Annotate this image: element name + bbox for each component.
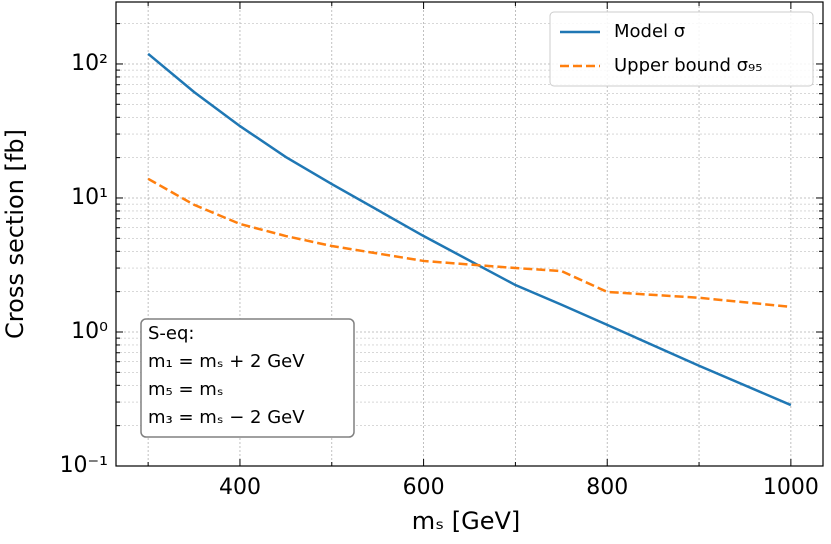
x-tick-label: 800 [586, 475, 628, 500]
y-tick-label: 10¹ [71, 185, 108, 210]
data-line [147, 52, 792, 407]
legend-label: Upper bound σ₉₅ [614, 55, 762, 76]
x-tick-label: 400 [219, 475, 261, 500]
legend: Model σ Upper bound σ₉₅ [549, 11, 814, 87]
annotation-line: m₃ = mₛ − 2 GeV [148, 407, 305, 428]
x-axis-label: mₛ [GeV] [412, 507, 520, 535]
legend-label: Model σ [614, 21, 685, 42]
data-line [147, 177, 791, 309]
x-tick-label: 1000 [763, 475, 819, 500]
annotation-line: m₁ = mₛ + 2 GeV [148, 351, 305, 372]
plot-frame [115, 1, 824, 467]
y-tick-label: 10⁰ [71, 319, 108, 344]
legend-box [549, 11, 814, 87]
annotation-box [140, 318, 355, 438]
y-axis-label: Cross section [fb] [1, 129, 29, 339]
x-tick-label: 600 [403, 475, 445, 500]
y-tick-label: 10⁻¹ [60, 453, 108, 478]
annotation-line: S-eq: [148, 323, 195, 344]
annotation-line: m₅ = mₛ [148, 379, 224, 400]
y-tick-label: 10² [71, 51, 108, 76]
